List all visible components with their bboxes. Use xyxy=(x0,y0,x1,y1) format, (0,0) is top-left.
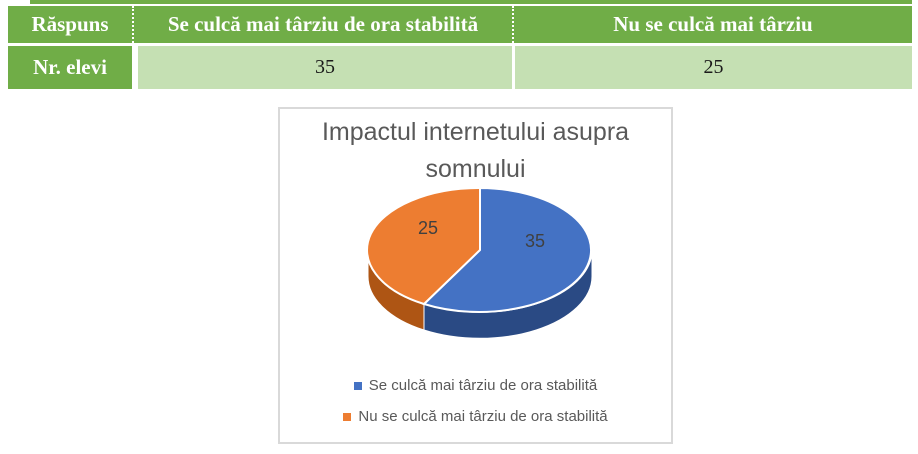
chart-legend: Se culcă mai târziu de ora stabilită Nu … xyxy=(280,377,671,425)
pie-chart-container: Impactul internetului asupra somnului 35… xyxy=(278,107,673,444)
chart-title: Impactul internetului asupra somnului xyxy=(321,118,630,183)
row-label-nr-elevi: Nr. elevi xyxy=(8,46,132,89)
header-cell-raspuns: Răspuns xyxy=(8,6,132,43)
legend-swatch-blue-icon xyxy=(353,381,362,390)
value-cell-not-late: 25 xyxy=(512,46,912,89)
pie-slice-blue xyxy=(422,186,593,313)
legend-item-orange: Nu se culcă mai târziu de ora stabilită xyxy=(343,408,608,425)
pie-data-label-orange: 25 xyxy=(417,218,439,238)
legend-label-blue: Se culcă mai târziu de ora stabilită xyxy=(368,377,598,394)
header-cell-nu-se-culca: Nu se culcă mai târziu xyxy=(512,6,912,43)
table-data-row: Nr. elevi 35 25 xyxy=(8,46,912,89)
header-cell-se-culca-mai-tarziu: Se culcă mai târziu de ora stabilită xyxy=(132,6,512,43)
legend-swatch-orange-icon xyxy=(343,412,352,421)
results-table: Răspuns Se culcă mai târziu de ora stabi… xyxy=(8,0,912,89)
legend-item-blue: Se culcă mai târziu de ora stabilită xyxy=(353,377,598,394)
table-top-border xyxy=(30,0,912,4)
table-header-row: Răspuns Se culcă mai târziu de ora stabi… xyxy=(8,6,912,43)
pie-3d-graphic xyxy=(366,186,593,339)
legend-label-orange: Nu se culcă mai târziu de ora stabilită xyxy=(358,408,608,425)
pie-slice-orange xyxy=(366,186,481,306)
pie-data-label-blue: 35 xyxy=(524,231,546,251)
value-cell-late: 35 xyxy=(132,46,512,89)
